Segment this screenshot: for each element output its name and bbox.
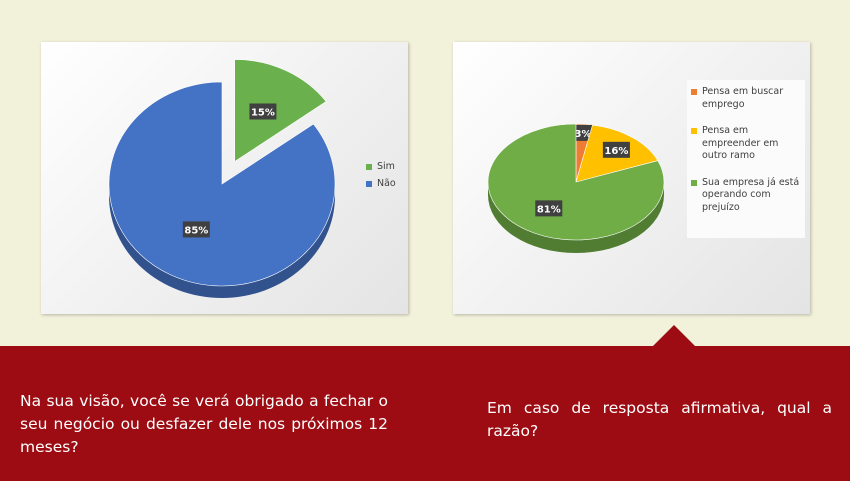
chart-panel-left: 15% 85% Sim Não [41, 42, 408, 314]
legend-item-nao: Não [366, 178, 396, 192]
question-band [0, 346, 850, 481]
legend-right: Pensa em buscar emprego Pensa em empreen… [687, 80, 805, 238]
data-label-nao: 85% [182, 221, 210, 238]
legend-label-empreender: Pensa em empreender em outro ramo [702, 125, 779, 161]
pie-slice-nao [108, 81, 336, 298]
pie-slice-sim [234, 59, 327, 163]
svg-text:16%: 16% [604, 146, 628, 157]
pie-top-sim [234, 59, 327, 163]
legend-swatch-empreender [691, 128, 697, 134]
data-label-sim: 15% [249, 103, 277, 120]
pie-slice-sua-empresa-ja-esta-operando-com-prejuizo [487, 123, 665, 253]
question-right: Em caso de resposta afirmativa, qual a r… [487, 399, 832, 440]
legend-item-empreender: Pensa em empreender em outro ramo [691, 125, 802, 163]
data-label-pensa-em-buscar-emprego: 3% [573, 124, 594, 141]
svg-text:85%: 85% [184, 225, 208, 236]
data-label-sua-empresa-ja-esta-operando-com-prejuizo: 81% [535, 200, 563, 217]
legend-swatch-prejuizo [691, 179, 697, 186]
question-left: Na sua visão, você se verá obrigado a fe… [20, 392, 388, 456]
pie-side-sua-empresa-ja-esta-operando-com-prejuizo [488, 182, 664, 253]
svg-text:3%: 3% [575, 129, 592, 140]
legend-item-sim: Sim [366, 161, 396, 175]
pie-top-sua-empresa-ja-esta-operando-com-prejuizo [487, 123, 665, 241]
svg-text:15%: 15% [251, 107, 275, 118]
legend-item-prejuizo: Sua empresa já está operando com prejuíz… [691, 177, 802, 215]
legend-item-buscar-emprego: Pensa em buscar emprego [691, 86, 802, 111]
legend-label-nao: Não [377, 178, 396, 189]
legend-swatch-buscar-emprego [691, 89, 697, 95]
legend-label-sim: Sim [377, 161, 395, 172]
legend-label-buscar-emprego: Pensa em buscar emprego [702, 86, 784, 110]
svg-text:81%: 81% [537, 204, 561, 215]
chart-panel-right: 3% 16% 81% Pensa em buscar emprego Pensa e… [453, 42, 810, 314]
pie-chart-reason: 3% 16% 81% [487, 123, 665, 253]
data-label-pensa-em-empreender-em-outro-ramo: 16% [602, 141, 630, 158]
legend-swatch-nao [366, 181, 372, 187]
pie-top-nao [108, 81, 336, 287]
legend-label-prejuizo: Sua empresa já está operando com prejuíz… [702, 176, 800, 213]
legend-swatch-sim [366, 164, 372, 170]
callout-notch [652, 325, 696, 347]
legend-left: Sim Não [366, 161, 396, 195]
pie-chart-closing: 15% 85% [108, 59, 336, 298]
